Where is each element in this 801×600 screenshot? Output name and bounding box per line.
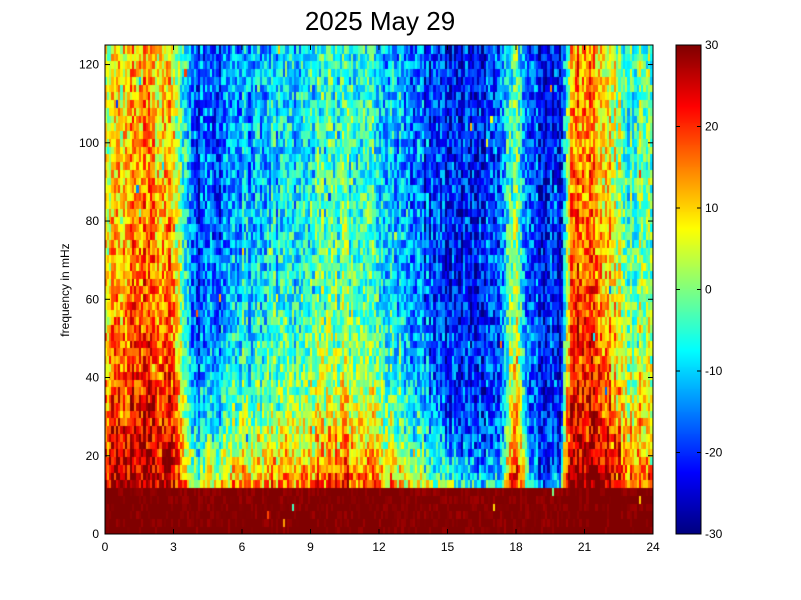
- x-tick-label: 15: [441, 540, 455, 554]
- y-tick-label: 120: [79, 58, 99, 72]
- y-tick-label: 100: [79, 136, 99, 150]
- chart-title: 2025 May 29: [304, 6, 456, 36]
- x-axis-ticks: 0 3 6 9 12 15 18 21 24: [102, 45, 660, 554]
- y-tick-label: 0: [92, 527, 99, 541]
- y-tick-label: 80: [86, 214, 100, 228]
- colorbar: [676, 45, 701, 534]
- x-tick-label: 3: [170, 540, 177, 554]
- x-tick-label: 24: [646, 540, 660, 554]
- x-tick-label: 18: [509, 540, 523, 554]
- colorbar-tick-label: 0: [705, 283, 712, 297]
- colorbar-ticks: -30 -20 -10 0 10 20 30: [676, 38, 723, 541]
- x-tick-label: 9: [307, 540, 314, 554]
- colorbar-tick-label: 30: [705, 38, 719, 52]
- colorbar-tick-label: 10: [705, 201, 719, 215]
- colorbar-tick-label: -20: [705, 446, 723, 460]
- y-axis-ticks: 0 20 40 60 80 100 120: [79, 58, 653, 541]
- y-tick-label: 60: [86, 292, 100, 306]
- colorbar-tick-label: 20: [705, 120, 719, 134]
- plot-frame: [104, 44, 654, 535]
- colorbar-tick-label: -30: [705, 527, 723, 541]
- x-tick-label: 0: [102, 540, 109, 554]
- y-tick-label: 20: [86, 449, 100, 463]
- y-tick-label: 40: [86, 371, 100, 385]
- colorbar-tick-label: -10: [705, 364, 723, 378]
- x-tick-label: 12: [372, 540, 386, 554]
- x-tick-label: 6: [239, 540, 246, 554]
- x-tick-label: 21: [578, 540, 592, 554]
- spectrogram-heatmap: [105, 45, 653, 534]
